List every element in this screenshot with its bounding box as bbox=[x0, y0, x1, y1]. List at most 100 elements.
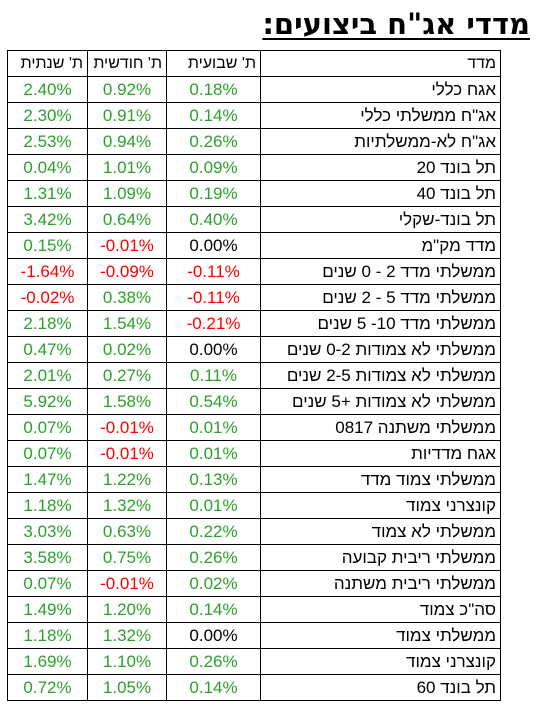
weekly-return-cell: 0.01% bbox=[166, 492, 261, 519]
table-header-row: מדד ת' שבועית ת' חודשית ת' שנתית bbox=[7, 50, 501, 77]
index-name-cell: מדד מק"מ bbox=[260, 232, 501, 259]
yearly-return-cell: 1.69% bbox=[7, 648, 88, 675]
monthly-return-cell: 0.75% bbox=[87, 544, 167, 571]
yearly-return-cell: -1.64% bbox=[7, 258, 88, 285]
monthly-return-cell: 0.02% bbox=[87, 336, 167, 363]
yearly-return-cell: 0.04% bbox=[7, 154, 88, 181]
yearly-return-cell: 2.30% bbox=[7, 102, 88, 129]
yearly-return-cell: -0.02% bbox=[7, 284, 88, 311]
yearly-return-cell: 0.15% bbox=[7, 232, 88, 259]
table-row: אג"ח ממשלתי כללי 0.14% 0.91% 2.30% bbox=[7, 102, 501, 129]
page-title: מדדי אג"ח ביצועים: bbox=[262, 7, 530, 41]
monthly-return-cell: 1.09% bbox=[87, 180, 167, 207]
table-row: קונצרני צמוד 0.01% 1.32% 1.18% bbox=[7, 492, 501, 519]
table-row: ממשלתי מדד 5 - 2 שנים -0.11% 0.38% -0.02% bbox=[7, 284, 501, 311]
monthly-return-cell: 0.63% bbox=[87, 518, 167, 545]
table-row: ממשלתי צמוד מדד 0.13% 1.22% 1.47% bbox=[7, 466, 501, 493]
header-monthly-return: ת' חודשית bbox=[87, 50, 167, 77]
table-row: ממשלתי לא צמוד 0.22% 0.63% 3.03% bbox=[7, 518, 501, 545]
index-name-cell: ממשלתי מדד 2 - 0 שנים bbox=[260, 258, 501, 285]
index-name-cell: ממשלתי צמוד מדד bbox=[260, 466, 501, 493]
table-row: אג"ח לא-ממשלתיות 0.26% 0.94% 2.53% bbox=[7, 128, 501, 155]
monthly-return-cell: 1.54% bbox=[87, 310, 167, 337]
index-name-cell: ממשלתי מדד 10- 5 שנים bbox=[260, 310, 501, 337]
table-row: ממשלתי ריבית משתנה 0.02% -0.01% 0.07% bbox=[7, 570, 501, 597]
index-name-cell: ממשלתי לא צמודות 2-5 שנים bbox=[260, 362, 501, 389]
index-name-cell: ממשלתי ריבית משתנה bbox=[260, 570, 501, 597]
weekly-return-cell: 0.09% bbox=[166, 154, 261, 181]
index-name-cell: קונצרני צמוד bbox=[260, 648, 501, 675]
yearly-return-cell: 0.07% bbox=[7, 570, 88, 597]
yearly-return-cell: 1.18% bbox=[7, 492, 88, 519]
table-row: אגח כללי 0.18% 0.92% 2.40% bbox=[7, 76, 501, 103]
weekly-return-cell: -0.11% bbox=[166, 284, 261, 311]
weekly-return-cell: 0.14% bbox=[166, 596, 261, 623]
table-row: תל בונד 40 0.19% 1.09% 1.31% bbox=[7, 180, 501, 207]
monthly-return-cell: 0.64% bbox=[87, 206, 167, 233]
yearly-return-cell: 5.92% bbox=[7, 388, 88, 415]
monthly-return-cell: 1.58% bbox=[87, 388, 167, 415]
table-row: תל בונד 60 0.14% 1.05% 0.72% bbox=[7, 674, 501, 701]
table-row: תל בונד 20 0.09% 1.01% 0.04% bbox=[7, 154, 501, 181]
table-row: ממשלתי צמוד 0.00% 1.32% 1.18% bbox=[7, 622, 501, 649]
table-row: קונצרני צמוד 0.26% 1.10% 1.69% bbox=[7, 648, 501, 675]
index-name-cell: ממשלתי ריבית קבועה bbox=[260, 544, 501, 571]
weekly-return-cell: 0.26% bbox=[166, 544, 261, 571]
weekly-return-cell: 0.26% bbox=[166, 648, 261, 675]
monthly-return-cell: -0.01% bbox=[87, 570, 167, 597]
weekly-return-cell: 0.40% bbox=[166, 206, 261, 233]
weekly-return-cell: 0.19% bbox=[166, 180, 261, 207]
weekly-return-cell: 0.11% bbox=[166, 362, 261, 389]
table-row: אגח מדדיות 0.01% -0.01% 0.07% bbox=[7, 440, 501, 467]
yearly-return-cell: 2.18% bbox=[7, 310, 88, 337]
monthly-return-cell: 0.91% bbox=[87, 102, 167, 129]
yearly-return-cell: 2.53% bbox=[7, 128, 88, 155]
monthly-return-cell: 0.92% bbox=[87, 76, 167, 103]
weekly-return-cell: 0.01% bbox=[166, 414, 261, 441]
bond-indices-table: מדד ת' שבועית ת' חודשית ת' שנתית אגח כלל… bbox=[7, 50, 501, 701]
table-row: ממשלתי ריבית קבועה 0.26% 0.75% 3.58% bbox=[7, 544, 501, 571]
index-name-cell: ממשלתי לא צמוד bbox=[260, 518, 501, 545]
yearly-return-cell: 1.49% bbox=[7, 596, 88, 623]
yearly-return-cell: 0.07% bbox=[7, 440, 88, 467]
monthly-return-cell: 1.10% bbox=[87, 648, 167, 675]
index-name-cell: סה"כ צמוד bbox=[260, 596, 501, 623]
index-name-cell: ממשלתי מדד 5 - 2 שנים bbox=[260, 284, 501, 311]
index-name-cell: ממשלתי לא צמודות 0-2 שנים bbox=[260, 336, 501, 363]
monthly-return-cell: 1.20% bbox=[87, 596, 167, 623]
weekly-return-cell: 0.54% bbox=[166, 388, 261, 415]
weekly-return-cell: 0.01% bbox=[166, 440, 261, 467]
monthly-return-cell: 1.32% bbox=[87, 622, 167, 649]
monthly-return-cell: 1.32% bbox=[87, 492, 167, 519]
weekly-return-cell: 0.14% bbox=[166, 674, 261, 701]
yearly-return-cell: 3.58% bbox=[7, 544, 88, 571]
yearly-return-cell: 1.47% bbox=[7, 466, 88, 493]
table-row: ממשלתי מדד 10- 5 שנים -0.21% 1.54% 2.18% bbox=[7, 310, 501, 337]
monthly-return-cell: -0.01% bbox=[87, 414, 167, 441]
weekly-return-cell: 0.14% bbox=[166, 102, 261, 129]
table-row: תל בונד-שקלי 0.40% 0.64% 3.42% bbox=[7, 206, 501, 233]
monthly-return-cell: 0.27% bbox=[87, 362, 167, 389]
yearly-return-cell: 2.40% bbox=[7, 76, 88, 103]
weekly-return-cell: 0.02% bbox=[166, 570, 261, 597]
index-name-cell: אג"ח ממשלתי כללי bbox=[260, 102, 501, 129]
monthly-return-cell: -0.01% bbox=[87, 440, 167, 467]
weekly-return-cell: 0.22% bbox=[166, 518, 261, 545]
yearly-return-cell: 0.07% bbox=[7, 414, 88, 441]
header-weekly-return: ת' שבועית bbox=[166, 50, 261, 77]
weekly-return-cell: 0.00% bbox=[166, 622, 261, 649]
weekly-return-cell: -0.11% bbox=[166, 258, 261, 285]
index-name-cell: תל בונד-שקלי bbox=[260, 206, 501, 233]
table-row: מדד מק"מ 0.00% -0.01% 0.15% bbox=[7, 232, 501, 259]
monthly-return-cell: -0.09% bbox=[87, 258, 167, 285]
table-row: ממשלתי מדד 2 - 0 שנים -0.11% -0.09% -1.64% bbox=[7, 258, 501, 285]
monthly-return-cell: 0.38% bbox=[87, 284, 167, 311]
index-name-cell: ממשלתי לא צמודות +5 שנים bbox=[260, 388, 501, 415]
table-row: ממשלתי משתנה 0817 0.01% -0.01% 0.07% bbox=[7, 414, 501, 441]
monthly-return-cell: 1.01% bbox=[87, 154, 167, 181]
weekly-return-cell: -0.21% bbox=[166, 310, 261, 337]
index-name-cell: קונצרני צמוד bbox=[260, 492, 501, 519]
monthly-return-cell: 1.22% bbox=[87, 466, 167, 493]
yearly-return-cell: 0.72% bbox=[7, 674, 88, 701]
weekly-return-cell: 0.18% bbox=[166, 76, 261, 103]
